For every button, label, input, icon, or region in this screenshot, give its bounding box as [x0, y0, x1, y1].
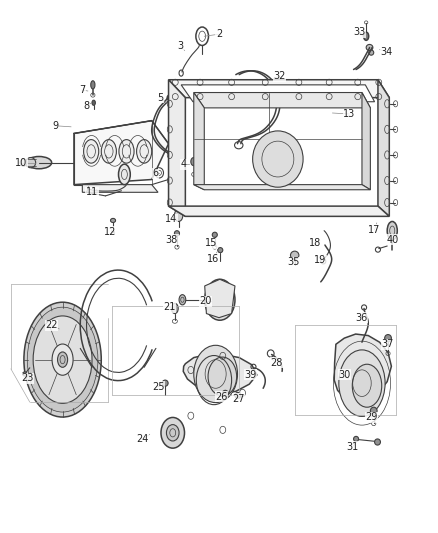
Ellipse shape [33, 316, 92, 403]
Ellipse shape [290, 251, 299, 260]
Ellipse shape [110, 219, 116, 222]
Text: 39: 39 [244, 370, 256, 380]
Ellipse shape [23, 372, 27, 376]
Ellipse shape [119, 164, 130, 184]
Text: 4: 4 [180, 159, 186, 169]
Polygon shape [334, 334, 392, 402]
Text: 8: 8 [83, 101, 89, 111]
Ellipse shape [235, 392, 241, 399]
Ellipse shape [52, 344, 73, 375]
Ellipse shape [91, 81, 95, 89]
Ellipse shape [364, 32, 369, 41]
Ellipse shape [57, 352, 67, 367]
Ellipse shape [92, 100, 95, 106]
Ellipse shape [253, 131, 303, 187]
Ellipse shape [191, 158, 197, 166]
Text: 9: 9 [53, 121, 59, 131]
Ellipse shape [366, 44, 373, 51]
Ellipse shape [174, 231, 180, 236]
Text: 37: 37 [381, 340, 393, 349]
Text: 25: 25 [152, 382, 165, 392]
Text: 34: 34 [380, 46, 392, 56]
Ellipse shape [352, 364, 382, 407]
Text: 19: 19 [314, 255, 326, 265]
Polygon shape [169, 80, 389, 98]
Text: 24: 24 [136, 434, 148, 445]
Text: 38: 38 [166, 235, 178, 245]
Ellipse shape [212, 288, 228, 311]
Polygon shape [194, 93, 371, 108]
Text: 2: 2 [216, 29, 222, 39]
Ellipse shape [369, 50, 374, 55]
Text: 29: 29 [365, 413, 378, 423]
Text: 36: 36 [355, 313, 367, 322]
Text: 6: 6 [152, 168, 158, 179]
Ellipse shape [166, 425, 179, 441]
Ellipse shape [339, 350, 385, 416]
Polygon shape [194, 93, 204, 190]
Ellipse shape [27, 307, 98, 412]
Ellipse shape [353, 437, 359, 441]
Ellipse shape [25, 158, 35, 168]
Text: 13: 13 [343, 109, 356, 119]
Ellipse shape [223, 390, 228, 397]
Text: 23: 23 [21, 373, 33, 383]
Text: 18: 18 [309, 238, 321, 248]
Text: 3: 3 [177, 42, 184, 52]
Ellipse shape [174, 209, 183, 222]
Ellipse shape [205, 279, 235, 320]
Ellipse shape [20, 159, 27, 166]
Text: 30: 30 [338, 370, 350, 380]
Text: 26: 26 [215, 392, 228, 402]
Ellipse shape [374, 439, 381, 445]
Ellipse shape [26, 157, 52, 169]
Text: 12: 12 [104, 227, 117, 237]
Ellipse shape [24, 302, 101, 417]
Text: 17: 17 [368, 224, 381, 235]
Ellipse shape [161, 417, 184, 448]
Ellipse shape [162, 380, 168, 386]
Ellipse shape [212, 232, 217, 237]
Polygon shape [169, 80, 185, 216]
Ellipse shape [101, 140, 117, 163]
Polygon shape [205, 279, 235, 318]
Polygon shape [194, 184, 371, 190]
Ellipse shape [179, 295, 186, 305]
Text: 10: 10 [15, 158, 28, 168]
Text: 11: 11 [86, 187, 98, 197]
Ellipse shape [385, 335, 392, 342]
Text: 27: 27 [232, 393, 244, 403]
Text: 31: 31 [346, 442, 359, 451]
Text: 35: 35 [287, 257, 299, 268]
Ellipse shape [218, 247, 223, 253]
Ellipse shape [387, 222, 397, 240]
Text: 20: 20 [199, 296, 212, 306]
Text: 5: 5 [157, 93, 163, 103]
Polygon shape [74, 120, 169, 184]
Text: 16: 16 [208, 254, 220, 264]
Text: 15: 15 [205, 238, 218, 248]
Text: 33: 33 [354, 27, 366, 37]
Ellipse shape [172, 303, 178, 313]
Polygon shape [378, 80, 389, 216]
Ellipse shape [84, 140, 99, 163]
Text: 14: 14 [165, 214, 177, 224]
Polygon shape [169, 206, 389, 216]
Text: 40: 40 [386, 235, 399, 245]
Ellipse shape [371, 407, 377, 414]
Text: 21: 21 [163, 302, 176, 312]
Ellipse shape [119, 140, 134, 163]
Text: 22: 22 [46, 320, 58, 330]
Polygon shape [82, 184, 158, 192]
Ellipse shape [194, 345, 237, 402]
Polygon shape [362, 93, 371, 190]
Polygon shape [181, 85, 374, 102]
Text: 28: 28 [270, 358, 283, 368]
Text: 32: 32 [273, 71, 286, 81]
Polygon shape [183, 354, 257, 393]
Ellipse shape [137, 140, 152, 163]
Ellipse shape [208, 357, 237, 396]
Text: 7: 7 [79, 85, 85, 95]
